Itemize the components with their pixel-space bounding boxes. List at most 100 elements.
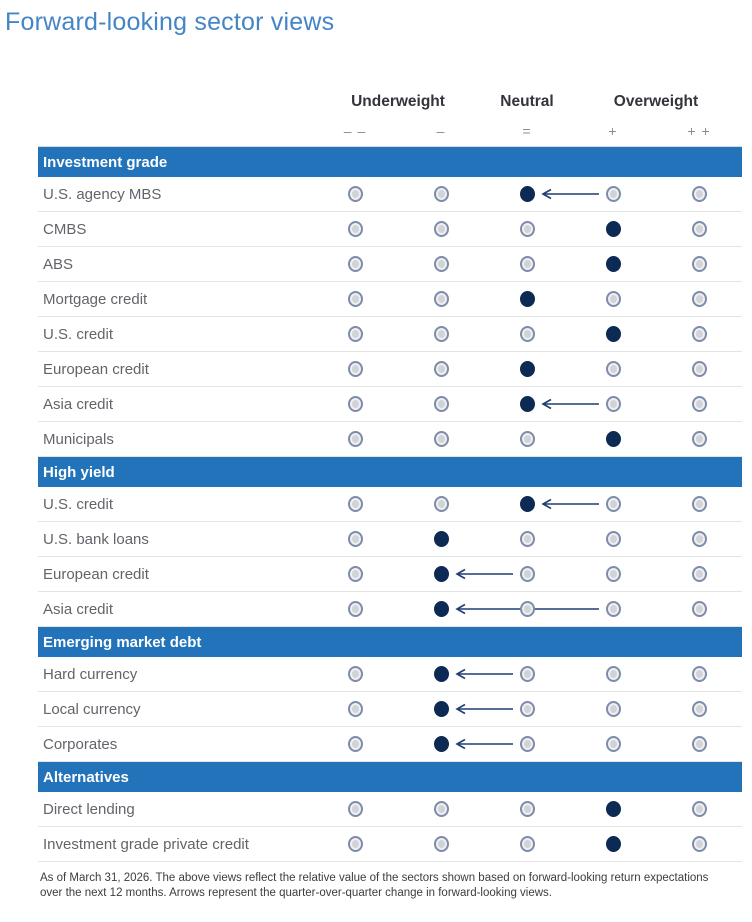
selected-view-dot-icon (433, 566, 449, 582)
rating-cell--- (312, 566, 398, 582)
rating-cell--- (312, 496, 398, 512)
sector-label: Asia credit (43, 600, 114, 618)
rating-cell--- (312, 186, 398, 202)
sector-label: European credit (43, 360, 149, 378)
unselected-dot-icon (347, 291, 363, 307)
table-row: Asia credit (38, 387, 742, 422)
sector-label: CMBS (43, 220, 87, 238)
selected-view-dot-icon (519, 186, 535, 202)
rating-cell-= (484, 431, 570, 447)
page-title: Forward-looking sector views (5, 8, 335, 36)
table-row: Corporates (38, 727, 742, 762)
rating-cell-= (484, 496, 570, 512)
selected-view-dot-icon (433, 601, 449, 617)
column-header-overweight: Overweight (613, 93, 699, 110)
rating-cell-- (398, 801, 484, 817)
unselected-dot-icon (691, 361, 707, 377)
sector-label: Municipals (43, 430, 114, 448)
unselected-dot-icon (433, 326, 449, 342)
unselected-dot-icon (605, 736, 621, 752)
rating-cell--- (312, 221, 398, 237)
selected-view-dot-icon (519, 396, 535, 412)
section-header-high-yield: High yield (38, 457, 742, 487)
unselected-dot-icon (347, 396, 363, 412)
unselected-dot-icon (347, 256, 363, 272)
rating-cell-++ (656, 601, 742, 617)
unselected-dot-icon (605, 666, 621, 682)
rating-cell-+ (570, 256, 656, 272)
column-group-headers: Underweight Neutral Overweight (312, 93, 742, 111)
selected-view-dot-icon (605, 326, 621, 342)
rating-cell-- (398, 701, 484, 717)
selected-view-dot-icon (605, 836, 621, 852)
unselected-dot-icon (605, 186, 621, 202)
table-row: Municipals (38, 422, 742, 457)
rating-cell-= (484, 186, 570, 202)
unselected-dot-icon (691, 736, 707, 752)
sector-label: Corporates (43, 735, 118, 753)
unselected-dot-icon (347, 736, 363, 752)
rating-cell-+ (570, 326, 656, 342)
section-header-investment-grade: Investment grade (38, 147, 742, 177)
rating-cell--- (312, 291, 398, 307)
table-row: Local currency (38, 692, 742, 727)
unselected-dot-icon (519, 801, 535, 817)
rating-cell-- (398, 221, 484, 237)
unselected-dot-icon (691, 396, 707, 412)
rating-cell-+ (570, 291, 656, 307)
rating-cell-- (398, 531, 484, 547)
table-row: CMBS (38, 212, 742, 247)
unselected-dot-icon (519, 326, 535, 342)
rating-cell--- (312, 666, 398, 682)
sector-label: U.S. credit (43, 325, 114, 343)
column-header-underweight: Underweight (351, 93, 445, 110)
table-row: Asia credit (38, 592, 742, 627)
rating-cell-+ (570, 601, 656, 617)
unselected-dot-icon (433, 221, 449, 237)
rating-cell-= (484, 531, 570, 547)
rating-cell-= (484, 396, 570, 412)
unselected-dot-icon (433, 186, 449, 202)
unselected-dot-icon (347, 531, 363, 547)
selected-view-dot-icon (519, 361, 535, 377)
rating-cell--- (312, 361, 398, 377)
unselected-dot-icon (691, 531, 707, 547)
unselected-dot-icon (433, 836, 449, 852)
rating-cell-- (398, 186, 484, 202)
rating-cell-+ (570, 666, 656, 682)
unselected-dot-icon (347, 186, 363, 202)
unselected-dot-icon (691, 801, 707, 817)
change-arrow-icon (455, 738, 513, 750)
rating-cell--- (312, 396, 398, 412)
rating-cell-++ (656, 431, 742, 447)
column-symbols-row: – – – = + + + (312, 123, 742, 139)
unselected-dot-icon (433, 256, 449, 272)
rating-cell-++ (656, 531, 742, 547)
unselected-dot-icon (691, 186, 707, 202)
change-arrow-icon (455, 703, 513, 715)
unselected-dot-icon (605, 361, 621, 377)
symbol-minus: – (436, 123, 446, 139)
rating-cell-++ (656, 666, 742, 682)
sector-label: U.S. agency MBS (43, 185, 162, 203)
rating-cell-= (484, 601, 570, 617)
rating-cell-= (484, 801, 570, 817)
table-row: European credit (38, 557, 742, 592)
rating-cell-- (398, 566, 484, 582)
sector-label: Local currency (43, 700, 141, 718)
selected-view-dot-icon (433, 666, 449, 682)
rating-cell-- (398, 836, 484, 852)
rating-cell-= (484, 701, 570, 717)
table-row: Direct lending (38, 792, 742, 827)
table-row: U.S. credit (38, 317, 742, 352)
unselected-dot-icon (519, 836, 535, 852)
unselected-dot-icon (605, 531, 621, 547)
rating-cell-= (484, 291, 570, 307)
unselected-dot-icon (433, 396, 449, 412)
table-row: ABS (38, 247, 742, 282)
unselected-dot-icon (605, 701, 621, 717)
unselected-dot-icon (347, 566, 363, 582)
unselected-dot-icon (605, 601, 621, 617)
rating-cell-- (398, 431, 484, 447)
change-arrow-icon (455, 568, 513, 580)
